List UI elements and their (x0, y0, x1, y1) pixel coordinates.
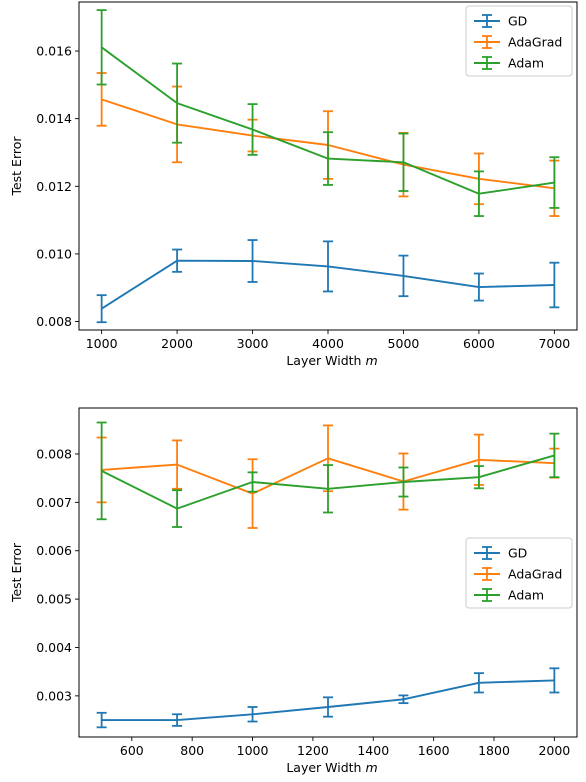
error-bar-adam (473, 170, 484, 217)
legend-handle-adagrad (474, 567, 500, 581)
x-tick-label: 600 (120, 743, 144, 758)
y-tick-label: 0.005 (36, 592, 72, 607)
legend-box (465, 5, 573, 77)
error-bar-gd (247, 706, 258, 723)
chart-panel-1: 1000 2000 3000 4000 5000 6000 7000 0.008 0.010 0.… (9, 1, 578, 368)
error-bar-adagrad (172, 439, 183, 490)
error-bar-gd (172, 713, 183, 727)
error-bar-adam (549, 156, 560, 209)
legend-handle-adam (474, 56, 500, 70)
error-bar-gd (323, 696, 333, 718)
y-axis-label: Test Error (9, 542, 24, 603)
x-tick-label: 1400 (357, 743, 389, 758)
x-tick-label: 2000 (161, 336, 193, 351)
y-tick-label: 0.010 (36, 246, 72, 261)
x-tick-label: 1200 (297, 743, 329, 758)
error-bar-adam (172, 489, 183, 528)
x-tick-label: 4000 (312, 336, 344, 351)
legend-label: Adam (508, 56, 544, 71)
x-axis-label: Layer Width m (286, 353, 377, 368)
error-bar-gd (398, 254, 409, 298)
y-tick-label: 0.014 (36, 111, 72, 126)
error-bar-gd (473, 672, 484, 694)
error-bar-adam (398, 466, 409, 498)
legend: GD AdaGrad Adam (465, 537, 573, 609)
legend-box (465, 537, 573, 609)
legend-label: Adam (508, 588, 544, 603)
legend-label: AdaGrad (508, 35, 562, 50)
x-tick-label: 1600 (418, 743, 450, 758)
legend-handle-adam (474, 588, 500, 602)
y-tick-label: 0.004 (36, 640, 72, 655)
x-tick-label: 7000 (538, 336, 570, 351)
error-bar-gd (96, 711, 107, 729)
x-tick-label: 2000 (538, 743, 570, 758)
error-bar-adam (549, 432, 560, 479)
error-bar-adagrad (247, 458, 258, 529)
error-bar-adam (473, 465, 484, 490)
plot-frame (78, 1, 578, 331)
legend-label: GD (508, 14, 527, 29)
plot-frame (78, 407, 578, 738)
x-tick-label: 1000 (86, 336, 118, 351)
y-tick-label: 0.016 (36, 44, 72, 59)
y-tick-label: 0.008 (36, 446, 72, 461)
legend-label: AdaGrad (508, 567, 562, 582)
y-tick-label: 0.003 (36, 688, 72, 703)
error-bar-adam (323, 131, 333, 186)
x-tick-label: 800 (180, 743, 204, 758)
x-tick-label: 6000 (463, 336, 495, 351)
legend: GD AdaGrad Adam (465, 5, 573, 77)
y-axis-label: Test Error (9, 136, 24, 197)
error-bar-adam (96, 421, 107, 521)
error-bar-gd (323, 240, 333, 293)
y-tick-label: 0.012 (36, 179, 72, 194)
legend-handle-gd (474, 14, 500, 28)
error-bar-gd (398, 694, 409, 705)
legend-handle-adagrad (474, 35, 500, 49)
error-bar-gd (473, 272, 484, 302)
error-bar-gd (549, 261, 560, 309)
x-tick-label: 1800 (478, 743, 510, 758)
error-bar-gd (247, 239, 258, 283)
error-bar-adam (323, 464, 333, 514)
x-tick-label: 5000 (388, 336, 420, 351)
y-tick-label: 0.007 (36, 495, 72, 510)
x-tick-label: 1000 (237, 743, 269, 758)
error-bar-adam (96, 9, 107, 86)
error-bar-adam (247, 471, 258, 493)
error-bar-adam (247, 103, 258, 156)
x-tick-label: 3000 (237, 336, 269, 351)
chart-panel-2: 600 800 1000 1200 1400 1600 1800 2000 0.003 0.004… (9, 407, 578, 775)
error-bar-gd (172, 248, 183, 273)
error-bar-adam (172, 62, 183, 144)
x-axis-label: Layer Width m (286, 760, 377, 775)
legend-handle-gd (474, 546, 500, 560)
error-bar-gd (549, 667, 560, 694)
legend-label: GD (508, 546, 527, 561)
error-bar-adam (398, 132, 409, 192)
y-tick-label: 0.006 (36, 543, 72, 558)
y-tick-label: 0.008 (36, 314, 72, 329)
error-bar-gd (96, 294, 107, 324)
